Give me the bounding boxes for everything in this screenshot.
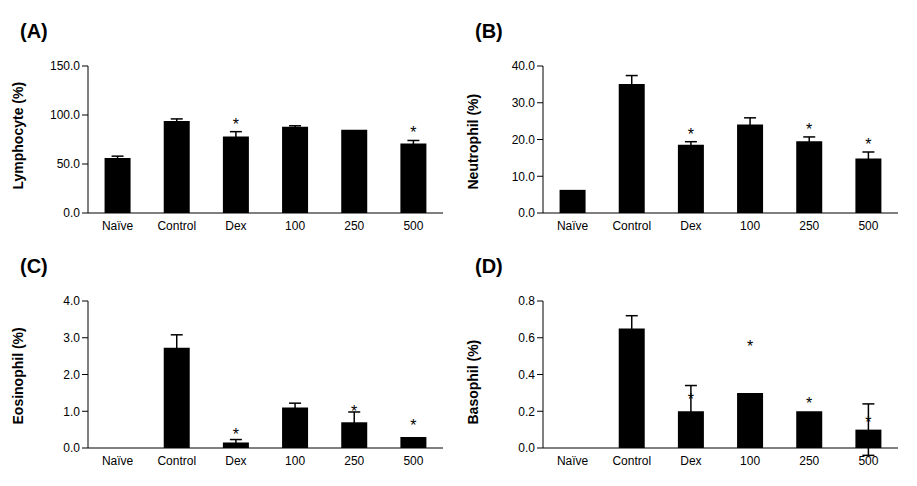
svg-text:40.0: 40.0 — [512, 59, 536, 73]
svg-text:Dex: Dex — [680, 219, 701, 233]
svg-text:*: * — [865, 414, 871, 431]
svg-text:10.0: 10.0 — [512, 170, 536, 184]
svg-text:*: * — [688, 391, 694, 408]
svg-text:0.8: 0.8 — [518, 294, 535, 308]
svg-text:250: 250 — [344, 219, 364, 233]
svg-text:100: 100 — [285, 219, 305, 233]
svg-text:Control: Control — [612, 219, 651, 233]
html-text:(C): (C) — [20, 255, 48, 277]
svg-text:2.0: 2.0 — [63, 368, 80, 382]
svg-text:*: * — [410, 124, 416, 141]
svg-text:Lymphocyte (%): Lymphocyte (%) — [10, 82, 26, 190]
svg-text:0.0: 0.0 — [63, 206, 80, 220]
svg-text:Dex: Dex — [680, 454, 701, 468]
svg-text:Basophil (%): Basophil (%) — [465, 340, 481, 425]
svg-text:0.0: 0.0 — [63, 441, 80, 455]
svg-text:4.0: 4.0 — [63, 294, 80, 308]
svg-text:Neutrophil (%): Neutrophil (%) — [465, 94, 481, 190]
svg-text:20.0: 20.0 — [512, 133, 536, 147]
svg-text:*: * — [688, 126, 694, 143]
svg-text:0.0: 0.0 — [518, 206, 535, 220]
svg-text:500: 500 — [403, 219, 423, 233]
svg-text:Control: Control — [157, 219, 196, 233]
svg-text:Control: Control — [612, 454, 651, 468]
svg-text:50.0: 50.0 — [57, 157, 81, 171]
html-text:(A): (A) — [20, 20, 48, 42]
svg-text:150.0: 150.0 — [50, 59, 80, 73]
svg-text:*: * — [233, 116, 239, 133]
svg-text:30.0: 30.0 — [512, 96, 536, 110]
html-text:(B): (B) — [475, 20, 503, 42]
svg-text:250: 250 — [799, 454, 819, 468]
svg-text:0.2: 0.2 — [518, 405, 535, 419]
svg-text:100: 100 — [740, 219, 760, 233]
svg-text:*: * — [806, 395, 812, 412]
svg-text:100: 100 — [740, 454, 760, 468]
svg-text:100.0: 100.0 — [50, 108, 80, 122]
svg-text:Naïve: Naïve — [557, 454, 589, 468]
svg-text:Naïve: Naïve — [102, 219, 134, 233]
svg-text:100: 100 — [285, 454, 305, 468]
svg-text:0.0: 0.0 — [518, 441, 535, 455]
svg-text:Eosinophil (%): Eosinophil (%) — [10, 327, 26, 424]
svg-text:500: 500 — [403, 454, 423, 468]
svg-text:*: * — [410, 417, 416, 434]
html-text:(D): (D) — [475, 255, 503, 277]
svg-text:Dex: Dex — [225, 219, 246, 233]
svg-text:250: 250 — [344, 454, 364, 468]
svg-text:0.6: 0.6 — [518, 331, 535, 345]
svg-text:3.0: 3.0 — [63, 331, 80, 345]
svg-text:500: 500 — [858, 454, 878, 468]
svg-text:0.4: 0.4 — [518, 368, 535, 382]
svg-text:Dex: Dex — [225, 454, 246, 468]
svg-text:250: 250 — [799, 219, 819, 233]
svg-text:1.0: 1.0 — [63, 405, 80, 419]
svg-text:*: * — [351, 403, 357, 420]
svg-text:Control: Control — [157, 454, 196, 468]
svg-text:*: * — [233, 426, 239, 443]
svg-text:*: * — [806, 121, 812, 138]
svg-text:*: * — [747, 338, 753, 355]
svg-text:500: 500 — [858, 219, 878, 233]
svg-text:*: * — [865, 136, 871, 153]
svg-text:Naïve: Naïve — [557, 219, 589, 233]
svg-text:Naïve: Naïve — [102, 454, 134, 468]
